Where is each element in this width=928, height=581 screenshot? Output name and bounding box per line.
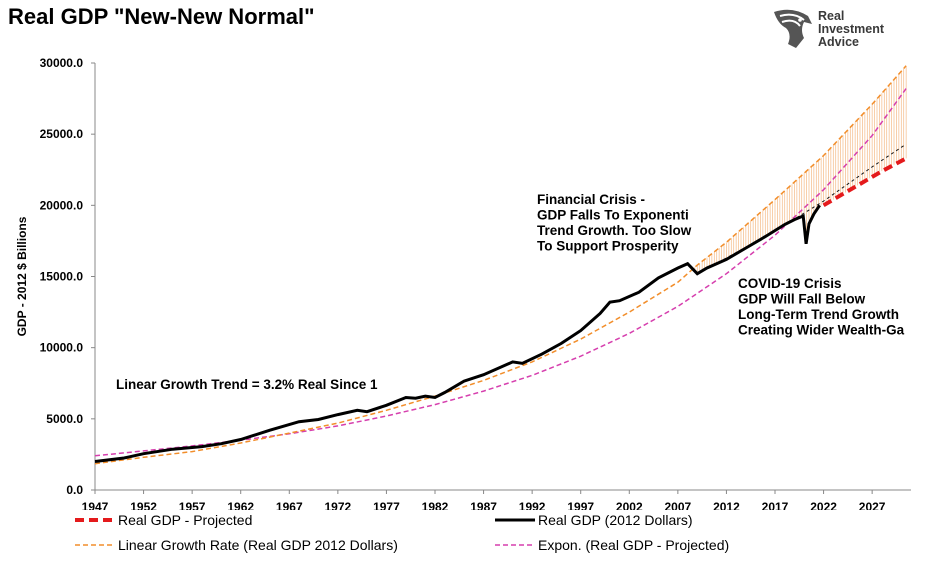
- x-tick-label: 1982: [422, 500, 449, 510]
- x-tick-label: 2007: [665, 500, 692, 510]
- x-tick-label: 1992: [519, 500, 546, 510]
- y-tick-label: 20000.0: [40, 198, 84, 212]
- legend-item: Real GDP (2012 Dollars): [494, 512, 693, 528]
- eagle-head-icon: [774, 9, 812, 48]
- annotation-covid-line: Long-Term Trend Growth: [738, 307, 899, 322]
- company-logo: Real Investment Advice: [770, 8, 920, 50]
- x-tick-label: 2027: [859, 500, 886, 510]
- annotation-covid-line: Creating Wider Wealth-Ga: [738, 323, 905, 338]
- x-tick-label: 2022: [810, 500, 837, 510]
- legend-label: Real GDP - Projected: [118, 512, 253, 528]
- series-layer: [94, 65, 908, 465]
- y-tick-label: 30000.0: [40, 56, 84, 70]
- y-tick-label: 15000.0: [40, 270, 84, 284]
- labels-layer: 0.0 5000.0 10000.0 15000.0 20000.0 25000.0 300…: [15, 56, 886, 510]
- x-tick-label: 1972: [325, 500, 352, 510]
- logo-line-2: Investment: [818, 22, 884, 36]
- legend-item: Linear Growth Rate (Real GDP 2012 Dollar…: [74, 537, 398, 553]
- x-tick-label: 1947: [82, 500, 109, 510]
- series-line-2: [94, 65, 907, 465]
- y-tick-label: 25000.0: [40, 127, 84, 141]
- legend-swatch: [495, 544, 535, 546]
- x-tick-label: 1962: [227, 500, 254, 510]
- series-line-0: [94, 204, 821, 463]
- x-tick-label: 2017: [762, 500, 789, 510]
- series-line-3: [94, 88, 907, 457]
- chart-title: Real GDP "New-New Normal": [8, 4, 315, 29]
- y-tick-label: 5000.0: [46, 412, 83, 426]
- chart-axes: [91, 62, 911, 494]
- annotation-financial-crisis-line: To Support Prosperity: [537, 239, 679, 254]
- series-line-1: [822, 156, 908, 208]
- legend-label: Expon. (Real GDP - Projected): [538, 537, 730, 553]
- x-tick-label: 2012: [713, 500, 740, 510]
- legend-swatch: [75, 518, 115, 522]
- annotation-financial-crisis-line: Financial Crisis -: [537, 192, 645, 207]
- annotation-linear-trend: Linear Growth Trend = 3.2% Real Since 1: [116, 377, 378, 392]
- x-tick-label: 1952: [130, 500, 157, 510]
- x-tick-label: 1987: [470, 500, 497, 510]
- annotations-layer: Linear Growth Trend = 3.2% Real Since 1 F…: [116, 192, 905, 392]
- legend-label: Linear Growth Rate (Real GDP 2012 Dollar…: [118, 537, 398, 553]
- logo-line-1: Real: [818, 9, 845, 23]
- x-tick-label: 1967: [276, 500, 303, 510]
- annotation-financial-crisis-line: GDP Falls To Exponenti: [537, 208, 689, 223]
- y-tick-label: 0.0: [66, 483, 83, 497]
- x-tick-label: 1977: [373, 500, 400, 510]
- annotation-covid-line: GDP Will Fall Below: [738, 292, 866, 307]
- series-line-4: [697, 143, 907, 275]
- x-tick-label: 2002: [616, 500, 643, 510]
- gdp-line-chart: 0.0 5000.0 10000.0 15000.0 20000.0 25000.0 300…: [15, 56, 911, 510]
- annotation-financial-crisis-line: Trend Growth. Too Slow: [537, 223, 692, 238]
- y-axis-label: GDP - 2012 $ Billions: [15, 216, 29, 336]
- legend-item: Expon. (Real GDP - Projected): [494, 537, 729, 553]
- legend-swatch: [75, 544, 115, 546]
- y-tick-label: 10000.0: [40, 341, 84, 355]
- legend-swatch: [495, 518, 535, 522]
- legend-item: Real GDP - Projected: [74, 512, 252, 528]
- x-tick-label: 1957: [179, 500, 206, 510]
- logo-line-3: Advice: [818, 35, 859, 49]
- legend-label: Real GDP (2012 Dollars): [538, 512, 693, 528]
- x-tick-label: 1997: [567, 500, 594, 510]
- annotation-covid-line: COVID-19 Crisis: [738, 276, 842, 291]
- gap-fill-lines: [692, 65, 907, 274]
